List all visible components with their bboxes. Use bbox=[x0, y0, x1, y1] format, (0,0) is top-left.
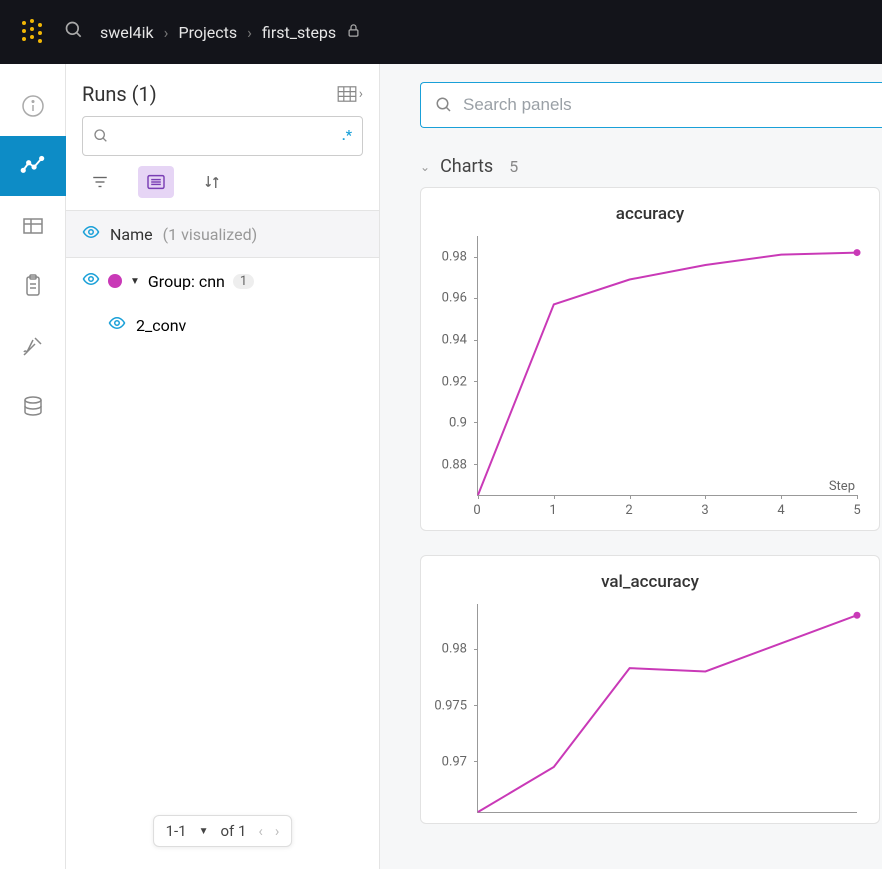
global-search-icon[interactable] bbox=[64, 20, 84, 44]
group-color-dot bbox=[108, 274, 122, 288]
eye-icon[interactable] bbox=[82, 270, 100, 292]
group-row[interactable]: ▼ Group: cnn 1 bbox=[66, 258, 379, 304]
pager-range: 1-1 bbox=[166, 822, 187, 840]
chart-title: accuracy bbox=[421, 188, 879, 230]
axis-label: Step bbox=[829, 479, 855, 494]
charts-section-header[interactable]: ⌄ Charts 5 bbox=[420, 128, 882, 187]
caret-down-icon: ▼ bbox=[130, 276, 140, 287]
runs-search[interactable]: .* bbox=[82, 116, 363, 156]
eye-icon[interactable] bbox=[108, 314, 126, 336]
panel-search-input[interactable] bbox=[463, 95, 868, 115]
nav-table[interactable] bbox=[0, 196, 66, 256]
name-header-count: (1 visualized) bbox=[163, 225, 258, 244]
group-count: 1 bbox=[233, 274, 254, 289]
filter-button[interactable] bbox=[82, 166, 118, 198]
breadcrumb-projects[interactable]: Projects bbox=[178, 23, 237, 42]
name-header-label: Name bbox=[110, 225, 153, 244]
caret-down-icon[interactable]: ▼ bbox=[199, 826, 209, 837]
section-count: 5 bbox=[509, 157, 518, 176]
chart-title: val_accuracy bbox=[421, 556, 879, 598]
chart-body: 0.970.9750.98 bbox=[421, 598, 879, 823]
group-label: Group: cnn bbox=[148, 272, 225, 291]
run-row[interactable]: 2_conv bbox=[66, 304, 379, 346]
runs-list: Name (1 visualized) ▼ Group: cnn 1 bbox=[66, 210, 379, 869]
panel-search[interactable] bbox=[420, 82, 882, 128]
chart-body: 0.880.90.920.940.960.98 012345 Step bbox=[421, 230, 879, 530]
wandb-logo[interactable] bbox=[16, 16, 48, 48]
pager-of: of 1 bbox=[220, 822, 246, 840]
nav-info[interactable] bbox=[0, 76, 66, 136]
pager-next[interactable]: › bbox=[275, 822, 280, 840]
nav-artifacts[interactable] bbox=[0, 376, 66, 436]
lock-icon bbox=[346, 23, 361, 42]
eye-icon[interactable] bbox=[82, 223, 100, 245]
pager-prev[interactable]: ‹ bbox=[258, 822, 263, 840]
regex-toggle[interactable]: .* bbox=[342, 128, 352, 144]
search-icon bbox=[435, 96, 453, 114]
breadcrumb-user[interactable]: swel4ik bbox=[100, 23, 154, 42]
name-header-row[interactable]: Name (1 visualized) bbox=[66, 211, 379, 258]
group-button[interactable] bbox=[138, 166, 174, 198]
runs-sidebar: Runs (1) › .* bbox=[66, 64, 380, 869]
section-title: Charts bbox=[440, 156, 493, 177]
pager: 1-1 ▼ of 1 ‹ › bbox=[153, 815, 293, 847]
chevron-right-icon: › bbox=[164, 23, 169, 42]
sort-button[interactable] bbox=[194, 166, 230, 198]
breadcrumb: swel4ik › Projects › first_steps bbox=[100, 23, 361, 42]
chevron-down-icon: ⌄ bbox=[420, 160, 430, 174]
run-name: 2_conv bbox=[136, 316, 186, 335]
table-layout-toggle[interactable]: › bbox=[337, 86, 363, 102]
chevron-right-icon: › bbox=[247, 23, 252, 42]
nav-reports[interactable] bbox=[0, 256, 66, 316]
chart-card-val-accuracy[interactable]: val_accuracy 0.970.9750.98 bbox=[420, 555, 880, 824]
breadcrumb-project-name[interactable]: first_steps bbox=[262, 23, 336, 42]
nav-rail bbox=[0, 64, 66, 869]
chart-card-accuracy[interactable]: accuracy 0.880.90.920.940.960.98 012345 … bbox=[420, 187, 880, 531]
runs-search-input[interactable] bbox=[117, 128, 334, 144]
nav-workspace[interactable] bbox=[0, 136, 66, 196]
topbar: swel4ik › Projects › first_steps bbox=[0, 0, 882, 64]
sidebar-title: Runs (1) bbox=[82, 82, 157, 106]
nav-sweeps[interactable] bbox=[0, 316, 66, 376]
workspace-content: ⌄ Charts 5 accuracy 0.880.90.920.940.960… bbox=[380, 64, 882, 869]
